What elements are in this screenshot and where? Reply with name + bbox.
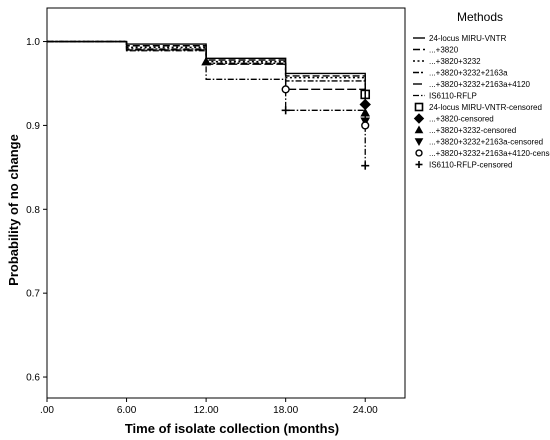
legend-label: ...+3820+3232-censored [429,126,516,135]
x-tick-label: 12.00 [194,405,219,416]
legend-label: ...+3820 [429,46,459,55]
legend-label: IS6110-RFLP-censored [429,161,512,170]
plot-border [46,7,406,399]
x-tick-label: .00 [40,405,54,416]
censored-marker [414,125,424,134]
x-axis: .00 6.00 12.00 18.00 24.00 [40,398,378,416]
y-tick-label: 0.9 [26,121,40,132]
censored-marker [413,113,425,124]
legend-label: ...+3820+3232+2163a+4120-censored [429,149,550,158]
series-line [47,40,366,166]
x-axis-title: Time of isolate collection (months) [125,421,339,436]
legend-label: ...+3820+3232+2163a+4120 [429,80,531,89]
legend-label: ...+3820+3232 [429,57,481,66]
legend-label: ...+3820+3232+2163a [429,69,508,78]
x-tick-label: 6.00 [117,405,137,416]
censored-marker [414,138,424,147]
x-tick-label: 18.00 [273,405,298,416]
x-tick-label: 24.00 [353,405,378,416]
y-tick-label: 0.7 [26,289,40,300]
censored-marker-layer [201,56,371,170]
legend-label: 24-locus MIRU-VNTR [429,34,507,43]
legend-label: ...+3820+3232+2163a-censored [429,138,543,147]
y-axis: 0.6 0.7 0.8 0.9 1.0 [26,37,47,384]
y-tick-label: 0.6 [26,373,40,384]
plot-area [46,7,406,399]
legend-label: 24-locus MIRU-VNTR-censored [429,103,542,112]
censored-marker [360,89,371,100]
series-line [47,40,366,126]
censored-marker [415,161,423,168]
legend-label: ...+3820-censored [429,115,494,124]
censored-marker [415,149,423,157]
censored-marker [361,121,370,130]
censored-marker [414,102,424,112]
y-axis-title: Probability of no change [6,134,21,286]
y-tick-label: 0.8 [26,205,40,216]
legend-items: 24-locus MIRU-VNTR ...+3820 ...+3820+3232.… [413,34,550,170]
y-tick-label: 1.0 [26,37,40,48]
legend-label: IS6110-RFLP [429,92,477,101]
censored-marker [360,107,371,117]
legend-title: Methods [457,10,503,24]
censored-marker [201,56,211,66]
censored-marker [361,161,370,170]
censored-marker [281,106,290,115]
censored-marker [281,85,290,94]
legend: Methods 24-locus MIRU-VNTR ...+3820 ...+38… [413,10,550,170]
